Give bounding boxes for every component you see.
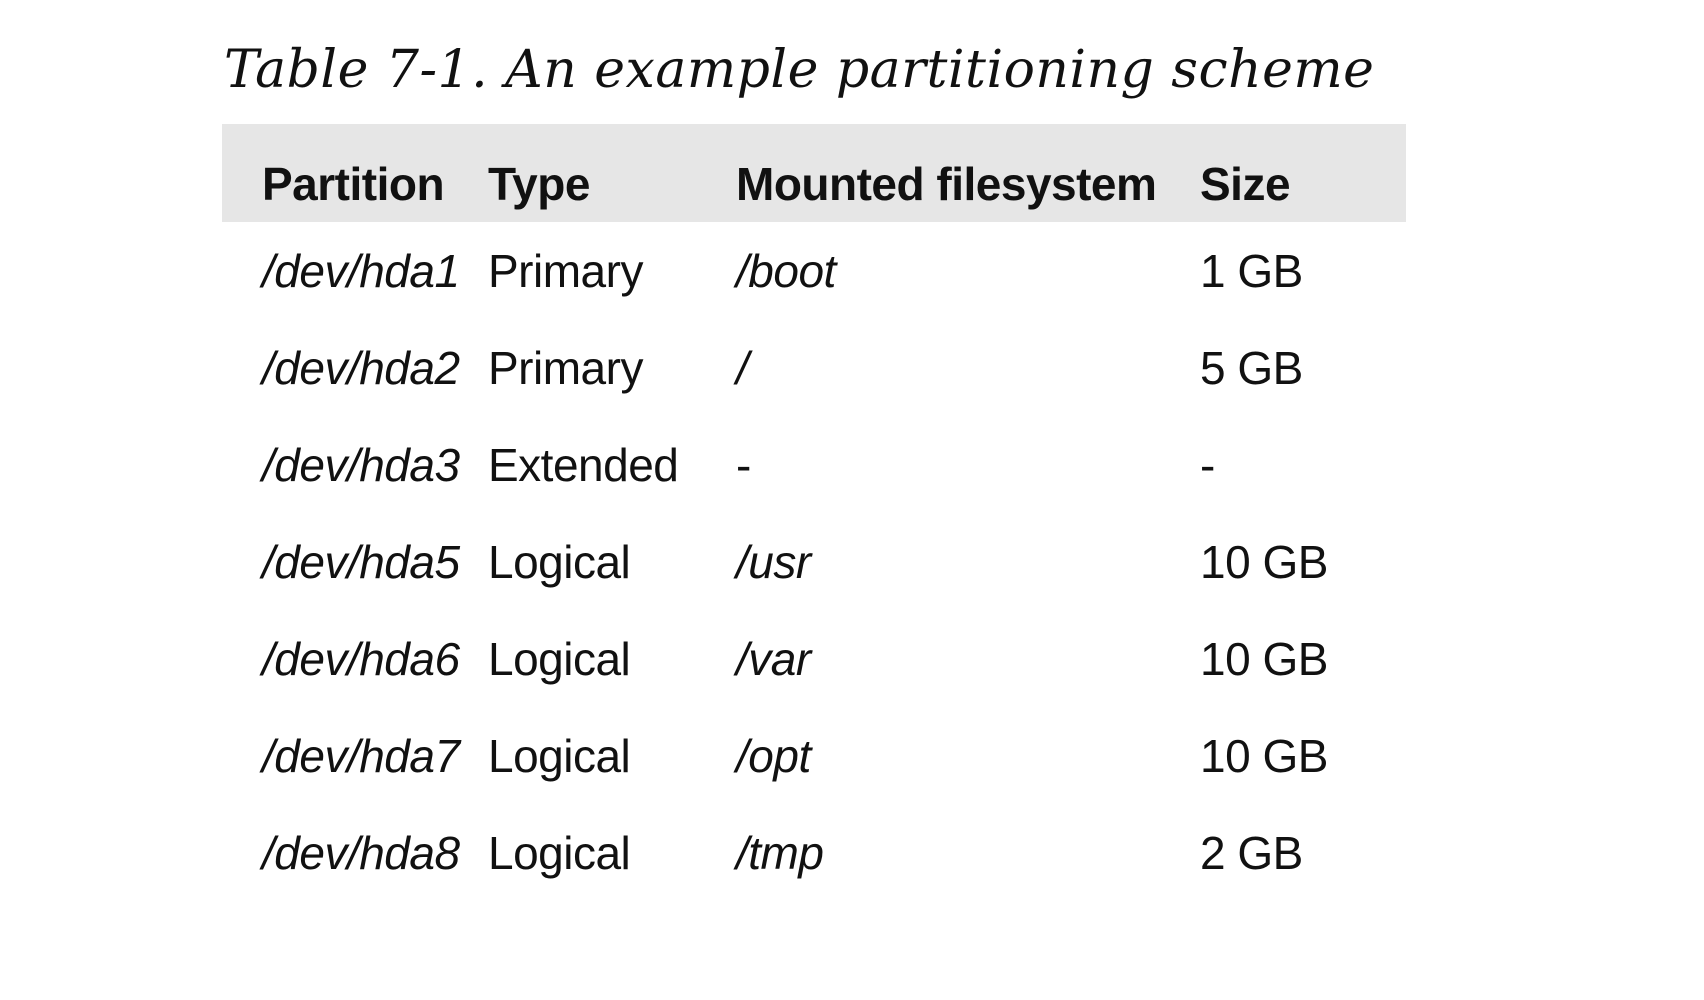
table-row: /dev/hda2 Primary / 5 GB xyxy=(222,319,1406,416)
partition-cell: /dev/hda6 xyxy=(262,632,460,685)
partition-cell: /dev/hda8 xyxy=(262,826,460,879)
partition-cell: /dev/hda3 xyxy=(262,438,460,491)
size-cell: 10 GB xyxy=(1200,729,1328,782)
table-row: /dev/hda8 Logical /tmp 2 GB xyxy=(222,804,1406,901)
size-cell: 10 GB xyxy=(1200,632,1328,685)
header-size: Size xyxy=(1200,158,1291,210)
type-cell: Extended xyxy=(488,438,679,491)
type-cell: Primary xyxy=(488,341,643,394)
partition-cell: /dev/hda1 xyxy=(262,244,460,297)
mount-cell: /var xyxy=(736,632,811,685)
type-cell: Logical xyxy=(488,535,631,588)
type-cell: Logical xyxy=(488,826,631,879)
table-row: /dev/hda3 Extended - - xyxy=(222,416,1406,513)
header-type: Type xyxy=(488,158,590,210)
size-cell: 2 GB xyxy=(1200,826,1303,879)
size-cell: 10 GB xyxy=(1200,535,1328,588)
table-caption: Table 7-1. An example partitioning schem… xyxy=(224,40,1375,100)
table-row: /dev/hda5 Logical /usr 10 GB xyxy=(222,513,1406,610)
mount-cell: - xyxy=(736,438,751,491)
partition-cell: /dev/hda5 xyxy=(262,535,460,588)
mount-cell: /tmp xyxy=(736,826,824,879)
partition-table-container: Partition Type Mounted filesystem Size /… xyxy=(222,124,1406,901)
type-cell: Primary xyxy=(488,244,643,297)
partition-table: Partition Type Mounted filesystem Size /… xyxy=(222,124,1406,901)
header-row: Partition Type Mounted filesystem Size xyxy=(222,124,1406,222)
table-header: Partition Type Mounted filesystem Size xyxy=(222,124,1406,222)
header-partition: Partition xyxy=(262,158,445,210)
mount-cell: /boot xyxy=(736,244,836,297)
type-cell: Logical xyxy=(488,632,631,685)
table-row: /dev/hda7 Logical /opt 10 GB xyxy=(222,707,1406,804)
size-cell: 1 GB xyxy=(1200,244,1303,297)
table-body: /dev/hda1 Primary /boot 1 GB /dev/hda2 P… xyxy=(222,222,1406,901)
partition-cell: /dev/hda7 xyxy=(262,729,460,782)
type-cell: Logical xyxy=(488,729,631,782)
header-mounted-filesystem: Mounted filesystem xyxy=(736,158,1157,210)
table-row: /dev/hda6 Logical /var 10 GB xyxy=(222,610,1406,707)
size-cell: 5 GB xyxy=(1200,341,1303,394)
mount-cell: / xyxy=(736,341,749,394)
partition-cell: /dev/hda2 xyxy=(262,341,460,394)
mount-cell: /opt xyxy=(736,729,811,782)
mount-cell: /usr xyxy=(736,535,811,588)
table-row: /dev/hda1 Primary /boot 1 GB xyxy=(222,222,1406,319)
size-cell: - xyxy=(1200,438,1215,491)
